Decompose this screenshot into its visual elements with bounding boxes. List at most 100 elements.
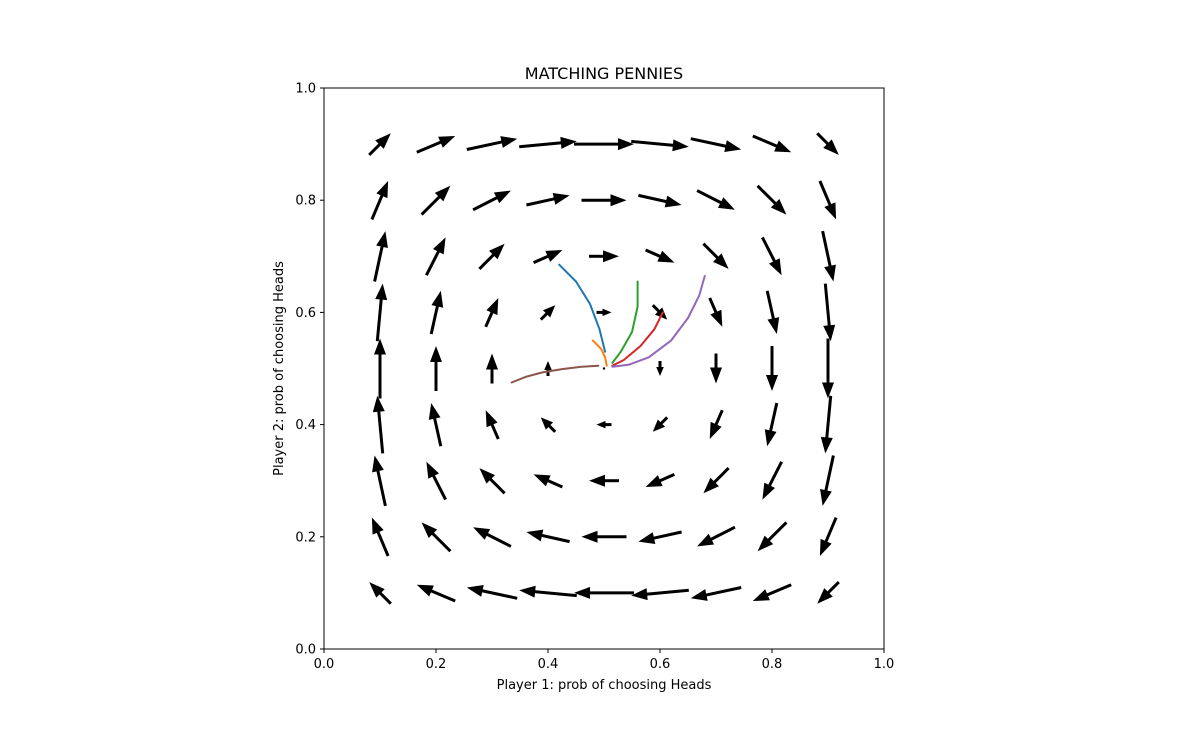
x-tick-label: 0.4 [538, 657, 559, 672]
field-arrow [816, 132, 839, 155]
field-arrow [581, 194, 627, 207]
field-arrow [532, 250, 563, 264]
field-arrow [652, 416, 669, 432]
field-arrow [765, 290, 780, 334]
field-arrow [581, 530, 627, 543]
field-arrow [602, 367, 606, 370]
plot-frame [323, 87, 885, 650]
field-arrow [374, 338, 386, 399]
field-arrow [375, 283, 388, 342]
field-arrow [416, 136, 456, 154]
x-tick-label: 0.8 [762, 657, 783, 672]
field-arrow [421, 522, 452, 553]
field-arrow [539, 305, 556, 321]
trajectory-line [558, 263, 607, 353]
field-arrow [533, 474, 564, 489]
field-arrow [817, 581, 840, 604]
y-tick-label: 0.0 [295, 643, 316, 658]
field-arrow [762, 461, 783, 500]
field-arrow [519, 585, 577, 598]
field-arrow [373, 231, 388, 282]
field-arrow [478, 243, 505, 270]
field-arrow [369, 582, 392, 605]
trajectory-line [611, 274, 706, 368]
field-arrow [519, 136, 577, 149]
field-arrow [820, 395, 833, 454]
y-tick-label: 0.6 [295, 306, 316, 321]
trajectory-line [510, 364, 600, 384]
field-arrow [696, 189, 735, 210]
field-arrow [466, 136, 518, 151]
field-arrow [368, 133, 391, 156]
field-arrow [372, 395, 385, 454]
field-arrow [821, 230, 836, 282]
field-arrow [479, 468, 506, 495]
field-arrow [484, 298, 499, 328]
field-arrow [425, 237, 446, 276]
field-arrow [589, 250, 619, 263]
y-tick-label: 1.0 [295, 82, 316, 97]
x-tick-label: 0.0 [314, 657, 335, 672]
field-arrow [370, 181, 389, 220]
field-arrow [656, 361, 664, 376]
x-axis-label: Player 1: prob of choosing Heads [497, 678, 712, 693]
chart-title: MATCHING PENNIES [525, 64, 683, 83]
field-arrow [420, 185, 451, 216]
field-arrow [430, 346, 442, 391]
field-arrow [764, 402, 779, 447]
field-arrow [651, 304, 668, 320]
field-arrow [710, 353, 722, 384]
field-arrow [766, 346, 778, 391]
field-arrow [703, 467, 730, 494]
field-arrow [690, 586, 742, 601]
field-arrow [466, 584, 518, 600]
y-tick-label: 0.8 [295, 194, 316, 209]
y-tick-label: 0.2 [295, 530, 316, 545]
field-arrow [526, 193, 570, 207]
field-arrow [822, 338, 834, 399]
field-arrow [697, 525, 736, 547]
x-tick-label: 1.0 [874, 657, 895, 672]
field-arrow [757, 521, 788, 552]
field-arrow [752, 134, 792, 153]
field-arrow [638, 530, 682, 544]
field-arrow [544, 361, 552, 376]
trajectory-line [611, 311, 664, 367]
field-arrow [596, 420, 612, 429]
field-arrow [574, 586, 634, 599]
trajectories [510, 263, 706, 384]
y-axis-label: Player 2: prob of choosing Heads [272, 261, 287, 476]
vector-field [368, 132, 840, 605]
field-arrow [702, 242, 729, 269]
x-tick-label: 0.6 [650, 657, 671, 672]
field-arrow [426, 461, 447, 501]
field-arrow [690, 137, 742, 153]
field-arrow [638, 193, 682, 208]
field-arrow [574, 138, 634, 151]
y-axis-ticks: 0.0 0.2 0.4 0.6 0.8 1.0 [295, 82, 324, 658]
trajectory-line [591, 339, 608, 367]
trajectory-line [611, 280, 639, 364]
y-tick-label: 0.4 [295, 418, 316, 433]
field-arrow [473, 527, 512, 548]
field-arrow [823, 283, 836, 342]
field-arrow [756, 184, 787, 215]
field-arrow [645, 473, 676, 487]
field-arrow [709, 409, 724, 439]
x-axis-ticks: 0.0 0.2 0.4 0.6 0.8 1.0 [314, 649, 895, 672]
field-arrow [540, 417, 557, 433]
field-arrow [631, 139, 689, 152]
field-arrow [644, 248, 675, 263]
field-arrow [371, 517, 390, 557]
field-arrow [526, 529, 570, 544]
field-arrow [752, 583, 792, 601]
field-arrow [818, 180, 837, 220]
field-arrow [819, 517, 838, 556]
x-tick-label: 0.2 [426, 657, 447, 672]
field-arrow [708, 297, 723, 327]
field-arrow [485, 410, 500, 440]
field-arrow [589, 474, 619, 487]
field-arrow [416, 584, 456, 603]
